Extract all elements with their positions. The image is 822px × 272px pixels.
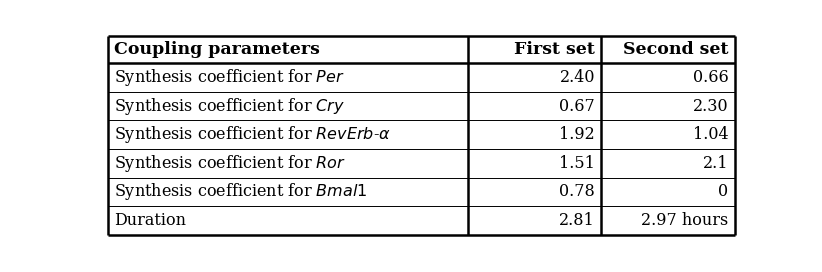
Text: 0.67: 0.67 — [560, 98, 595, 115]
Text: 2.40: 2.40 — [560, 69, 595, 86]
Text: Synthesis coefficient for $\mathit{Ror}$: Synthesis coefficient for $\mathit{Ror}$ — [114, 153, 346, 174]
Text: Synthesis coefficient for $\mathit{Bmal1}$: Synthesis coefficient for $\mathit{Bmal1… — [114, 181, 367, 202]
Text: 0.78: 0.78 — [560, 183, 595, 200]
Text: Synthesis coefficient for $\mathit{RevErb}$-$\mathit{\alpha}$: Synthesis coefficient for $\mathit{RevEr… — [114, 124, 391, 145]
Text: Second set: Second set — [623, 41, 728, 58]
Text: Coupling parameters: Coupling parameters — [114, 41, 320, 58]
Text: Duration: Duration — [114, 212, 187, 229]
Text: 1.92: 1.92 — [560, 126, 595, 143]
Text: 1.51: 1.51 — [559, 155, 595, 172]
Text: Synthesis coefficient for $\mathit{Cry}$: Synthesis coefficient for $\mathit{Cry}$ — [114, 96, 345, 117]
Text: 0: 0 — [718, 183, 728, 200]
Text: 2.97 hours: 2.97 hours — [641, 212, 728, 229]
Text: 2.1: 2.1 — [703, 155, 728, 172]
Text: Synthesis coefficient for $\mathit{Per}$: Synthesis coefficient for $\mathit{Per}$ — [114, 67, 345, 88]
Text: 2.81: 2.81 — [560, 212, 595, 229]
Text: 2.30: 2.30 — [693, 98, 728, 115]
Text: 0.66: 0.66 — [693, 69, 728, 86]
Text: 1.04: 1.04 — [693, 126, 728, 143]
Text: First set: First set — [515, 41, 595, 58]
